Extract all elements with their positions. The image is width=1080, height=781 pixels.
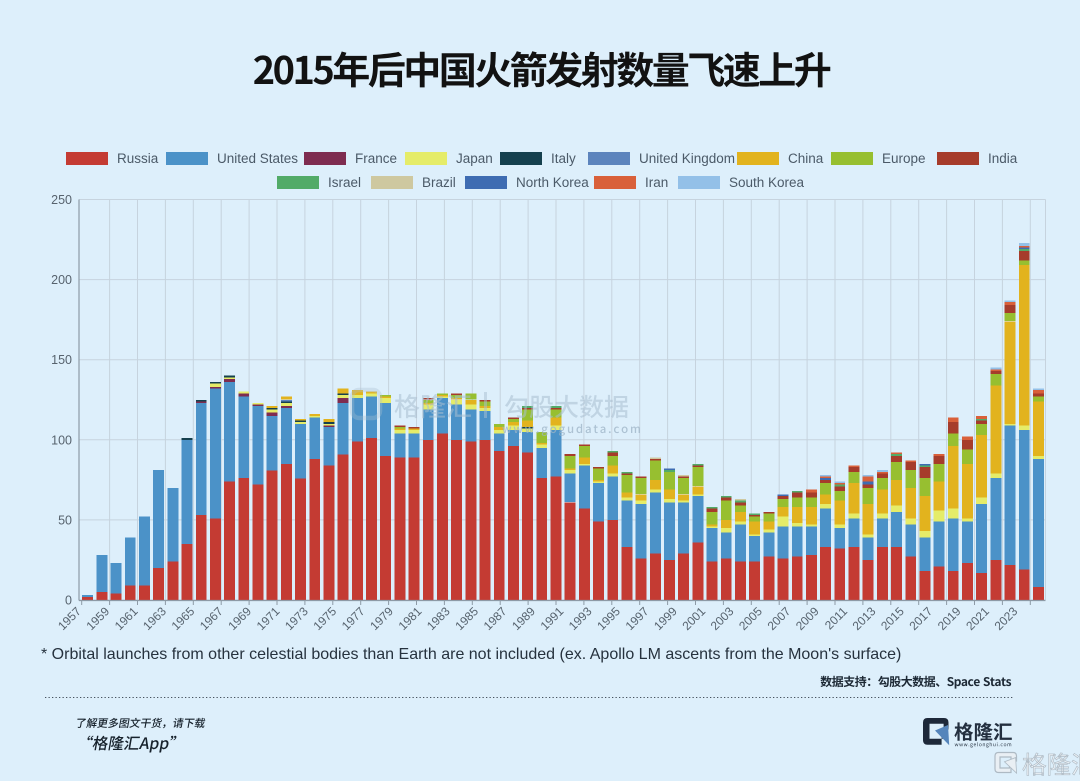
svg-text:100: 100 [51,433,72,447]
svg-text:200: 200 [51,273,72,287]
svg-text:50: 50 [58,513,72,527]
svg-text:India: India [988,151,1018,166]
svg-text:Israel: Israel [328,175,361,190]
svg-text:South Korea: South Korea [729,175,805,190]
svg-text:Russia: Russia [117,151,159,166]
svg-text:North Korea: North Korea [516,175,589,190]
svg-text:Italy: Italy [551,151,576,166]
svg-text:Japan: Japan [456,151,493,166]
svg-text:Brazil: Brazil [422,175,456,190]
svg-text:0: 0 [65,594,72,608]
svg-text:United States: United States [217,151,298,166]
svg-text:150: 150 [51,353,72,367]
svg-text:Iran: Iran [645,175,668,190]
svg-text:United Kingdom: United Kingdom [639,151,735,166]
svg-text:250: 250 [51,193,72,207]
svg-text:China: China [788,151,824,166]
svg-text:* Orbital launches from other: * Orbital launches from other celestial … [41,646,901,663]
svg-text:Europe: Europe [882,151,926,166]
svg-text:France: France [355,151,397,166]
